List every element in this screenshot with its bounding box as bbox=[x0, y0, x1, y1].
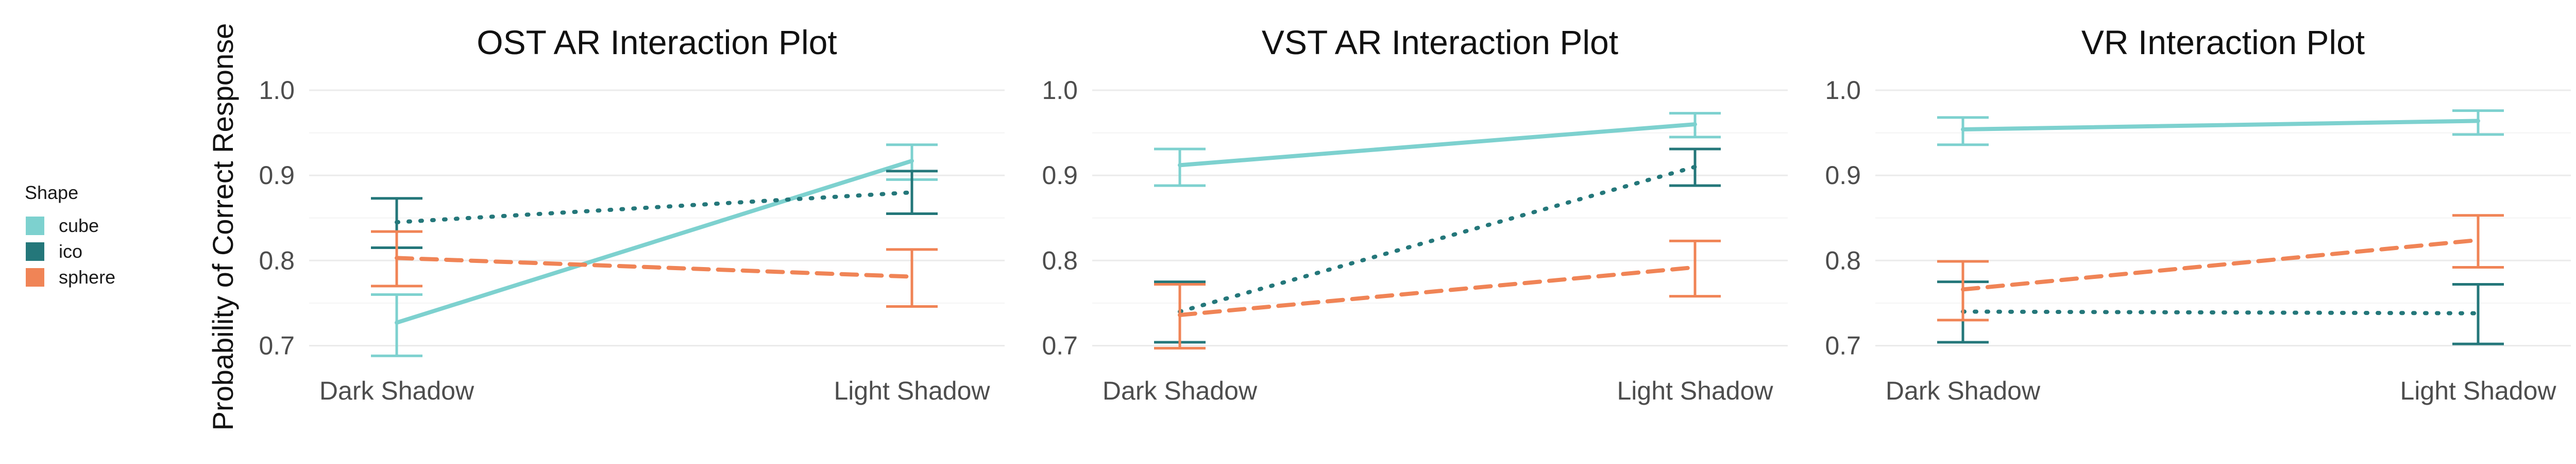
series-line-sphere bbox=[1178, 265, 1697, 317]
panel-title: VR Interaction Plot bbox=[2081, 23, 2365, 61]
error-bar-cube bbox=[2452, 109, 2504, 136]
series-ico bbox=[1154, 147, 1721, 344]
series-ico bbox=[371, 170, 938, 250]
y-tick-label: 0.8 bbox=[259, 246, 295, 275]
series-line-ico bbox=[1961, 309, 2480, 316]
gridlines bbox=[1875, 89, 2571, 346]
series-line-cube bbox=[395, 159, 914, 325]
y-tick-label: 0.7 bbox=[259, 331, 295, 360]
series-line-ico bbox=[395, 190, 914, 224]
y-axis-label: Probability of Correct Response bbox=[207, 23, 239, 431]
panel-ost-ar-interaction-plot: OST AR Interaction Plot 0.7 0.8 0.9 1.0 Dark … bbox=[259, 23, 1005, 405]
x-tick-label-light-shadow: Light Shadow bbox=[834, 376, 990, 405]
gridlines bbox=[1092, 89, 1788, 346]
y-tick-label: 1.0 bbox=[1042, 76, 1078, 105]
error-bar-cube bbox=[371, 293, 422, 357]
legend-label-cube: cube bbox=[59, 215, 99, 236]
legend-label-ico: ico bbox=[59, 241, 82, 262]
error-bar-ico bbox=[1669, 147, 1721, 187]
x-tick-label-dark-shadow: Dark Shadow bbox=[1103, 376, 1258, 405]
error-bar-sphere bbox=[2452, 214, 2504, 269]
error-bar-sphere bbox=[1937, 260, 1989, 322]
error-bar-cube bbox=[1154, 147, 1206, 187]
legend-items: cube ico sphere bbox=[26, 215, 115, 288]
series-sphere bbox=[1937, 214, 2504, 322]
y-tick-label: 1.0 bbox=[1825, 76, 1861, 105]
x-tick-label-light-shadow: Light Shadow bbox=[2400, 376, 2556, 405]
legend: Shape cube ico sphere bbox=[25, 182, 115, 288]
series-line-sphere bbox=[395, 256, 914, 279]
series-cube bbox=[371, 143, 938, 357]
series-line-sphere bbox=[1961, 238, 2480, 292]
y-tick-label: 0.7 bbox=[1042, 331, 1078, 360]
error-bar-sphere bbox=[371, 230, 422, 288]
panel-vr-interaction-plot: VR Interaction Plot 0.7 0.8 0.9 1.0 Dark Shad… bbox=[1825, 23, 2571, 405]
x-tick-label-dark-shadow: Dark Shadow bbox=[1886, 376, 2041, 405]
error-bar-cube bbox=[1669, 112, 1721, 139]
series-line-cube bbox=[1178, 122, 1697, 168]
legend-key-ico bbox=[26, 242, 44, 261]
error-bar-ico bbox=[2452, 283, 2504, 345]
series-sphere bbox=[371, 230, 938, 308]
error-bar-sphere bbox=[886, 248, 938, 308]
y-tick-label: 0.8 bbox=[1825, 246, 1861, 275]
error-bar-cube bbox=[1937, 116, 1989, 146]
error-bar-ico bbox=[886, 170, 938, 215]
panel-vst-ar-interaction-plot: VST AR Interaction Plot 0.7 0.8 0.9 1.0 Dark … bbox=[1042, 23, 1788, 405]
x-tick-label-light-shadow: Light Shadow bbox=[1617, 376, 1773, 405]
y-tick-label: 0.8 bbox=[1042, 246, 1078, 275]
error-bar-sphere bbox=[1154, 283, 1206, 350]
y-tick-label: 0.7 bbox=[1825, 331, 1861, 360]
series-cube bbox=[1154, 112, 1721, 187]
panel-title: OST AR Interaction Plot bbox=[477, 23, 837, 61]
series-line-cube bbox=[1961, 119, 2480, 131]
series-ico bbox=[1937, 280, 2504, 345]
panels: OST AR Interaction Plot 0.7 0.8 0.9 1.0 Dark … bbox=[259, 23, 2571, 405]
y-tick-label: 0.9 bbox=[259, 161, 295, 190]
error-bar-sphere bbox=[1669, 239, 1721, 298]
series-cube bbox=[1937, 109, 2504, 146]
series-sphere bbox=[1154, 239, 1721, 350]
y-tick-label: 0.9 bbox=[1042, 161, 1078, 190]
legend-label-sphere: sphere bbox=[59, 267, 115, 288]
legend-key-cube bbox=[26, 217, 44, 235]
x-tick-label-dark-shadow: Dark Shadow bbox=[319, 376, 474, 405]
y-tick-label: 0.9 bbox=[1825, 161, 1861, 190]
panel-title: VST AR Interaction Plot bbox=[1262, 23, 1618, 61]
legend-title: Shape bbox=[25, 182, 78, 203]
legend-key-sphere bbox=[26, 268, 44, 287]
y-tick-label: 1.0 bbox=[259, 76, 295, 105]
